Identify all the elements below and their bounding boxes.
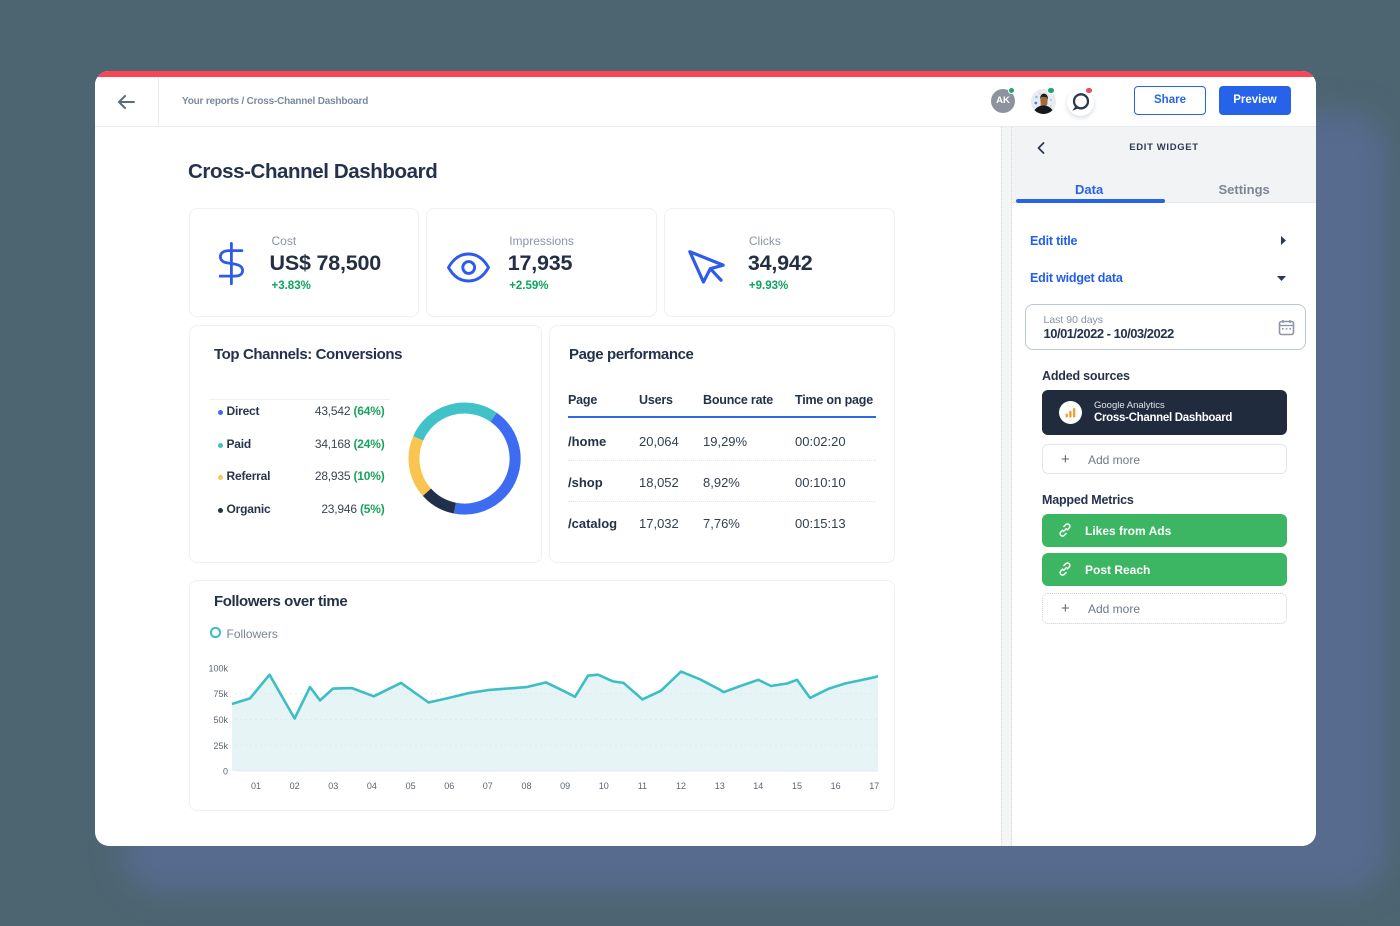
svg-text:15: 15 (792, 781, 802, 791)
svg-text:06: 06 (444, 781, 454, 791)
svg-text:75k: 75k (213, 689, 228, 699)
svg-text:04: 04 (367, 781, 377, 791)
svg-text:0: 0 (223, 767, 228, 777)
svg-text:08: 08 (521, 781, 531, 791)
svg-text:100k: 100k (208, 664, 228, 674)
svg-text:10: 10 (599, 781, 609, 791)
svg-text:14: 14 (753, 781, 763, 791)
svg-text:13: 13 (715, 781, 725, 791)
svg-text:11: 11 (638, 781, 647, 791)
svg-text:02: 02 (290, 781, 300, 791)
svg-text:01: 01 (251, 781, 261, 791)
svg-text:17: 17 (869, 781, 879, 791)
svg-text:05: 05 (406, 781, 416, 791)
svg-text:50k: 50k (213, 715, 228, 725)
svg-text:16: 16 (831, 781, 841, 791)
svg-text:09: 09 (560, 781, 570, 791)
svg-text:25k: 25k (213, 741, 228, 751)
svg-text:07: 07 (483, 781, 493, 791)
svg-text:12: 12 (676, 781, 686, 791)
svg-text:03: 03 (328, 781, 338, 791)
